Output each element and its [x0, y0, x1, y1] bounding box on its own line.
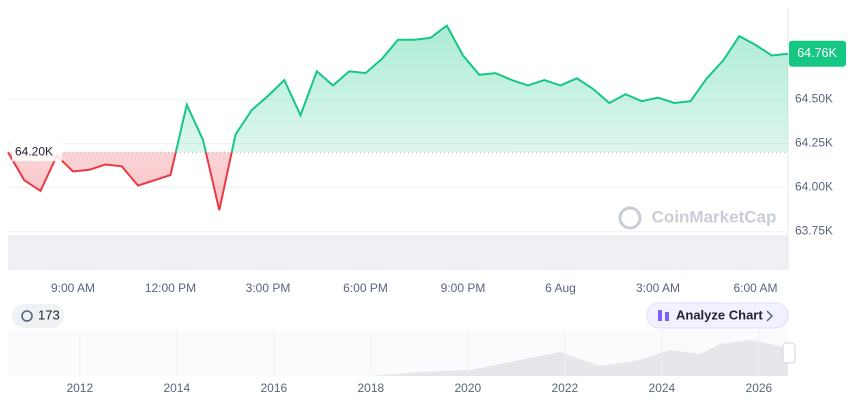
x-tick-label: 12:00 PM — [145, 281, 196, 295]
baseline-label: 64.20K — [15, 144, 53, 158]
y-tick-label: 64.00K — [795, 180, 833, 194]
volume-band — [8, 235, 788, 270]
navigator-tick-label: 2026 — [746, 381, 773, 395]
navigator-tick-label: 2012 — [66, 381, 93, 395]
baseline-label-bg — [12, 143, 62, 162]
navigator-tick-label: 2022 — [552, 381, 579, 395]
area-down — [8, 152, 788, 211]
y-tick-label: 63.75K — [795, 223, 833, 237]
navigator-tick-label: 2018 — [357, 381, 384, 395]
x-tick-label: 3:00 PM — [246, 281, 291, 295]
watermark-logo — [618, 206, 642, 230]
current-price-label: 64.76K — [797, 46, 837, 60]
analyze-label: Analyze Chart — [676, 307, 763, 322]
watermark: CoinMarketCap — [652, 207, 777, 226]
x-tick-label: 6:00 AM — [733, 281, 777, 295]
price-line — [8, 24, 789, 153]
y-tick-label: 64.50K — [795, 92, 833, 106]
navigator-tick-label: 2024 — [649, 381, 676, 395]
x-tick-label: 9:00 AM — [51, 281, 95, 295]
current-price-badge — [789, 40, 846, 67]
navigator-tick-label: 2016 — [260, 381, 287, 395]
y-tick-label: 64.25K — [795, 136, 833, 150]
x-tick-label: 6 Aug — [545, 281, 576, 295]
x-tick-label: 3:00 AM — [636, 281, 680, 295]
x-tick-label: 6:00 PM — [343, 281, 388, 295]
history-badge[interactable]: 173 — [12, 304, 64, 328]
x-tick-label: 9:00 PM — [441, 281, 486, 295]
analyze-chart-button[interactable]: Analyze Chart — [646, 302, 789, 329]
navigator-tick-label: 2020 — [454, 381, 481, 395]
area-up — [175, 25, 788, 153]
navigator-tick-label: 2014 — [163, 381, 190, 395]
navigator-area — [8, 340, 788, 376]
price-line-below — [7, 152, 233, 211]
navigator-handle[interactable] — [782, 342, 796, 364]
history-count: 173 — [38, 307, 60, 322]
